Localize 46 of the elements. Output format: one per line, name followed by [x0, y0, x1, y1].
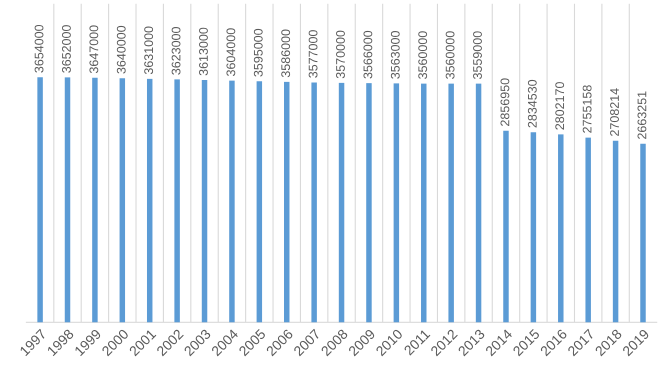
data-label: 3640000	[116, 26, 126, 74]
bar	[530, 132, 536, 322]
bar	[311, 82, 317, 322]
data-label: 2856950	[500, 78, 510, 126]
bar	[448, 84, 454, 322]
data-label: 3652000	[62, 25, 71, 73]
data-label: 3586000	[281, 30, 290, 78]
bar	[640, 144, 646, 322]
data-label: 2755158	[582, 85, 592, 133]
data-label: 3647000	[89, 25, 98, 74]
data-label: 3577000	[308, 30, 318, 78]
bar	[120, 78, 126, 322]
bar	[421, 84, 427, 322]
bar	[338, 82, 344, 322]
data-label: 3623000	[172, 27, 180, 75]
data-label: 2802170	[555, 82, 564, 130]
data-label: 3604000	[226, 28, 236, 76]
bar	[256, 81, 262, 322]
bar	[558, 134, 564, 322]
bar	[229, 80, 235, 322]
bar	[585, 138, 591, 322]
data-label: 3595000	[254, 28, 263, 77]
data-label: 2834530	[528, 80, 537, 128]
data-label: 3560000	[446, 31, 455, 79]
bar	[37, 77, 43, 322]
bar	[174, 79, 180, 322]
data-label: 3613000	[199, 28, 208, 76]
data-label: 2663251	[638, 92, 646, 139]
bar	[503, 130, 509, 322]
bar	[284, 82, 290, 322]
data-label: 3563000	[390, 31, 400, 79]
bar	[366, 83, 372, 322]
data-label: 3631000	[144, 26, 154, 74]
bar	[146, 78, 152, 322]
data-label: 3566000	[363, 30, 372, 79]
data-label: 3559000	[473, 31, 482, 80]
bar	[612, 140, 618, 322]
data-label: 2708214	[610, 88, 619, 136]
bar	[92, 78, 98, 322]
bar	[64, 77, 70, 322]
data-label: 3560000	[418, 31, 428, 79]
bar	[394, 83, 400, 322]
data-label: 3570000	[336, 30, 345, 78]
bar	[476, 84, 482, 322]
bar	[202, 80, 208, 322]
data-label: 3654000	[34, 24, 44, 73]
